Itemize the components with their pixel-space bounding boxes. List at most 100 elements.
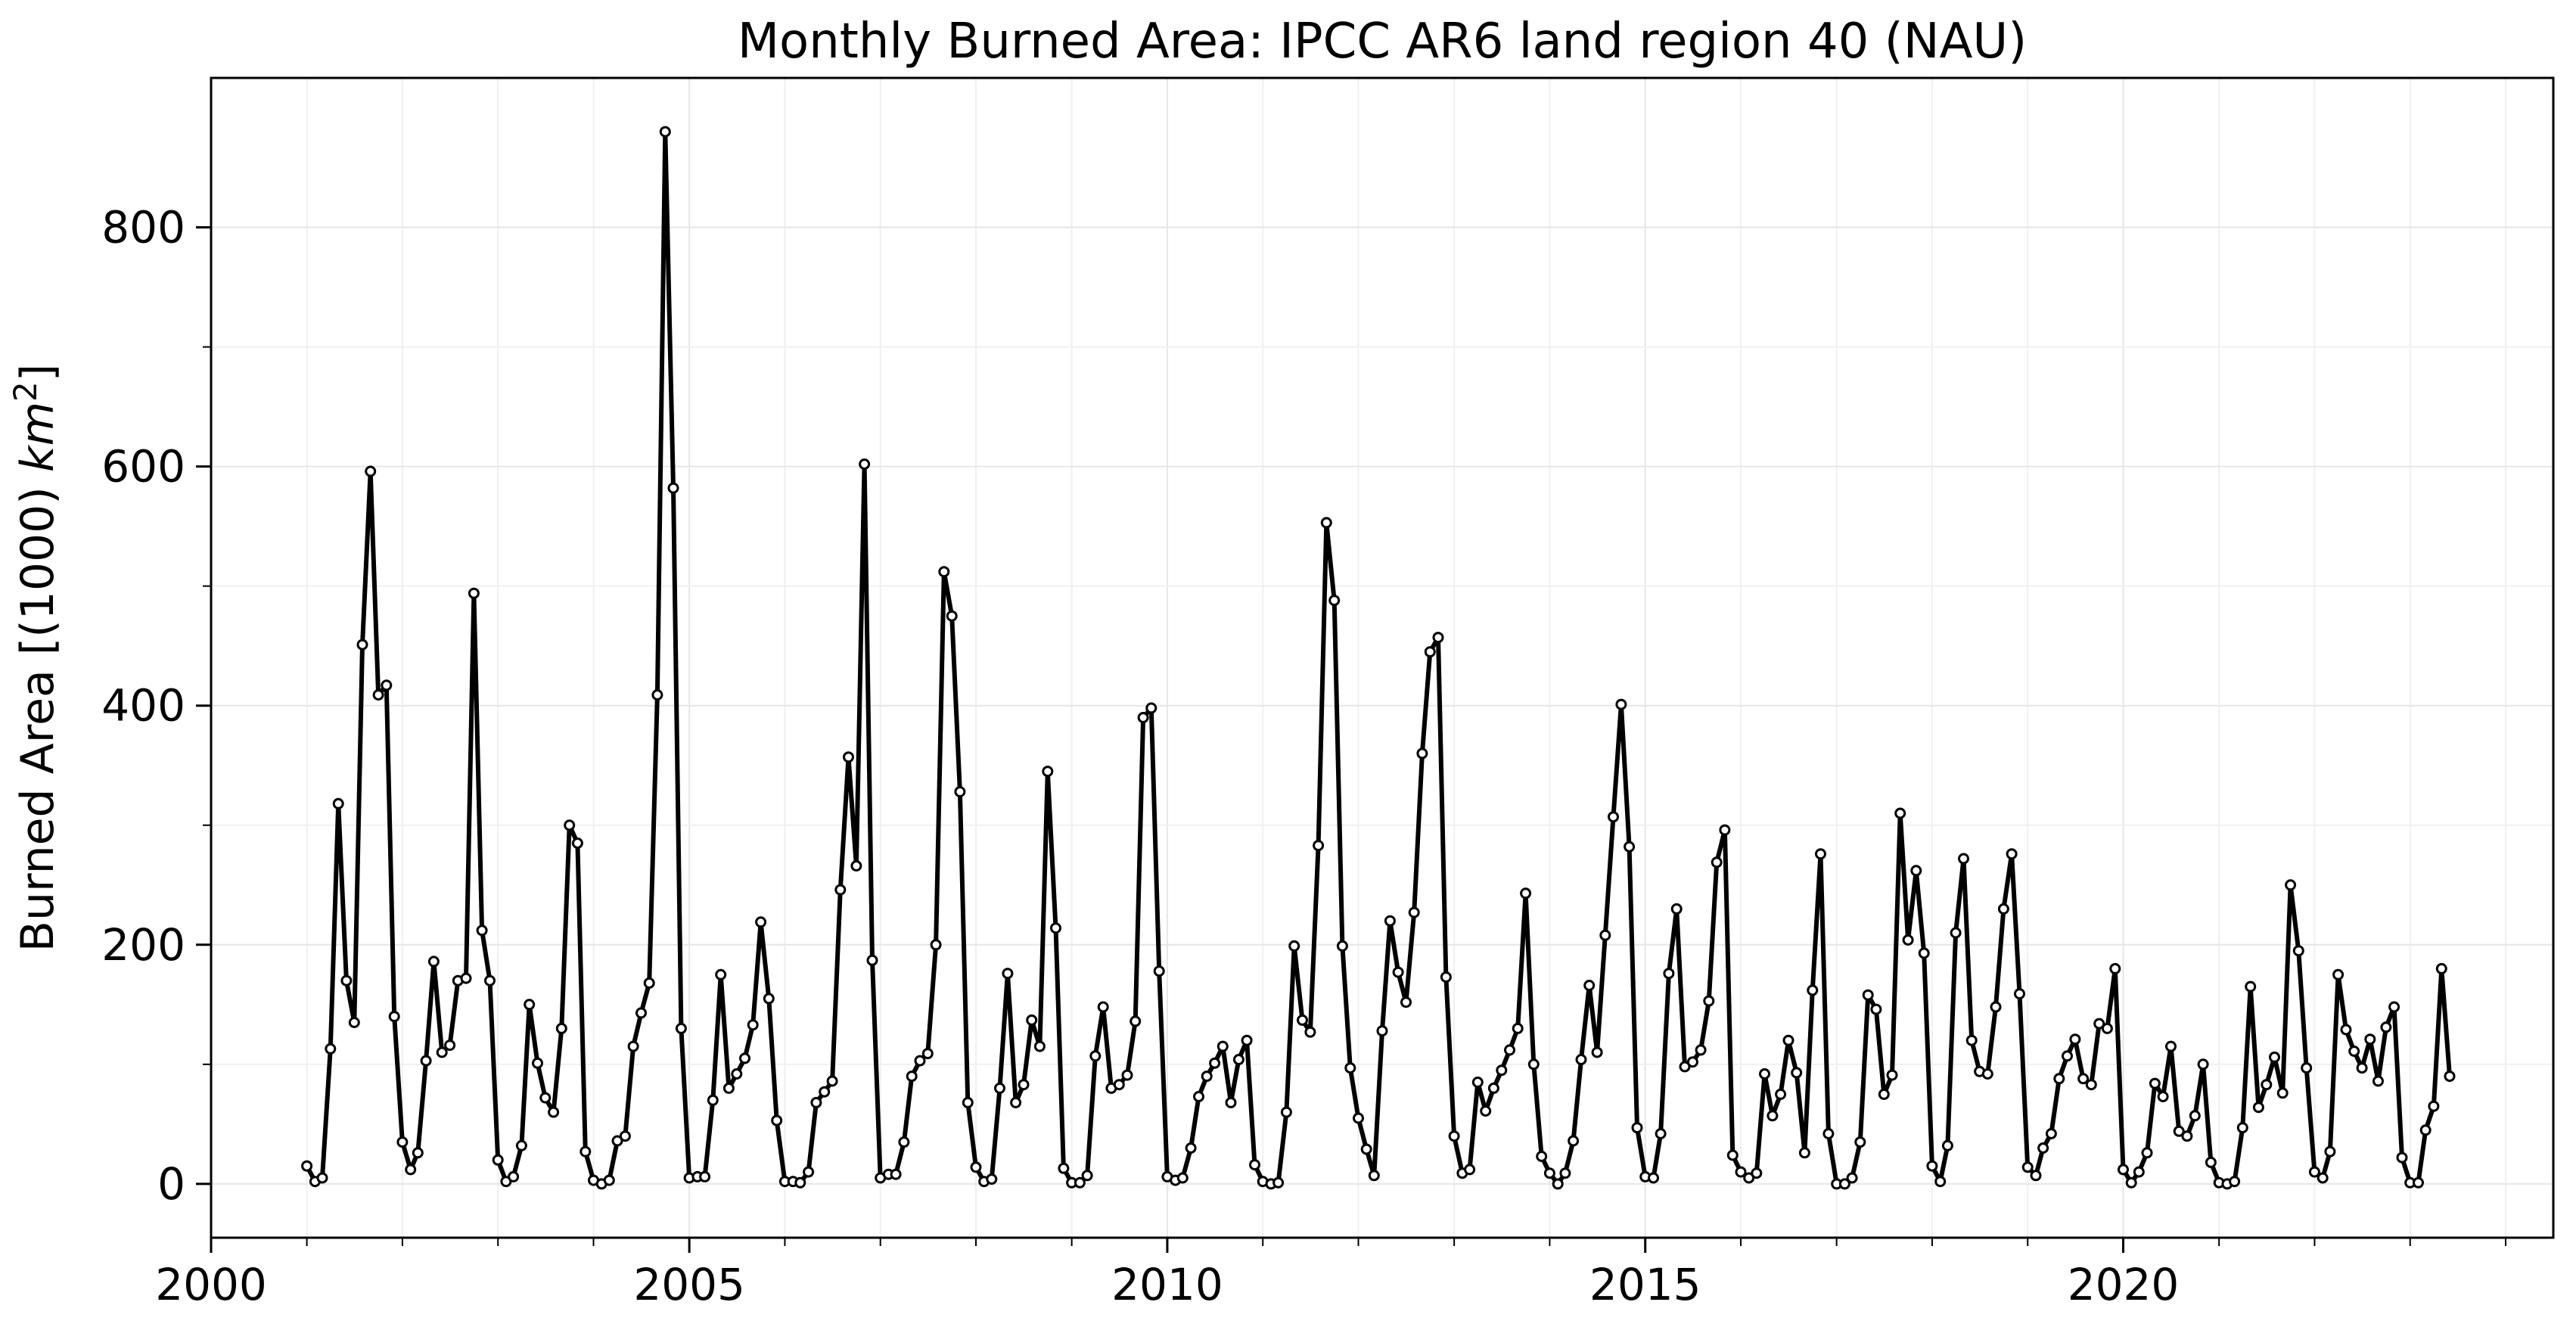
data-point bbox=[970, 1161, 982, 1173]
data-point bbox=[1591, 1046, 1603, 1058]
data-point bbox=[1663, 968, 1675, 980]
data-point bbox=[2356, 1062, 2368, 1074]
data-point bbox=[2093, 1018, 2105, 1030]
data-point bbox=[1384, 915, 1396, 927]
data-point bbox=[1648, 1172, 1659, 1184]
data-point bbox=[1018, 1079, 1030, 1091]
x-tick-label: 2005 bbox=[633, 1259, 745, 1310]
data-point bbox=[1241, 1034, 1253, 1046]
data-point bbox=[515, 1139, 527, 1151]
data-point bbox=[1886, 1069, 1898, 1081]
data-point bbox=[2229, 1176, 2241, 1188]
data-point bbox=[954, 786, 966, 797]
data-point bbox=[2285, 879, 2297, 891]
y-tick-label: 800 bbox=[101, 202, 185, 253]
data-point bbox=[819, 1086, 831, 1098]
data-point bbox=[1353, 1112, 1364, 1124]
data-point bbox=[826, 1075, 838, 1087]
data-point bbox=[1376, 1025, 1388, 1037]
data-point bbox=[2324, 1145, 2336, 1158]
data-point bbox=[834, 884, 847, 896]
data-point bbox=[1153, 965, 1165, 977]
data-point bbox=[2030, 1170, 2042, 1182]
data-point bbox=[1058, 1162, 1070, 1174]
data-point bbox=[1074, 1176, 1086, 1189]
data-point bbox=[1838, 1178, 1850, 1190]
data-point bbox=[619, 1130, 631, 1142]
plot-area-frame bbox=[210, 76, 2555, 1239]
data-point bbox=[444, 1039, 456, 1052]
data-point bbox=[635, 1007, 647, 1019]
data-point bbox=[1894, 807, 1906, 819]
data-point bbox=[763, 993, 775, 1005]
data-point bbox=[2037, 1142, 2049, 1154]
data-point bbox=[1042, 766, 1054, 778]
data-point bbox=[2197, 1058, 2209, 1071]
data-point bbox=[1655, 1128, 1667, 1139]
data-point bbox=[340, 974, 353, 987]
data-point bbox=[1217, 1040, 1229, 1052]
data-point bbox=[2428, 1100, 2440, 1112]
data-point bbox=[1703, 995, 1715, 1007]
data-point bbox=[1782, 1034, 1794, 1046]
x-tick-label: 2000 bbox=[155, 1259, 267, 1310]
data-point bbox=[1543, 1167, 1555, 1179]
data-point bbox=[2021, 1161, 2034, 1173]
data-point bbox=[492, 1154, 504, 1166]
data-point bbox=[476, 924, 488, 937]
data-point bbox=[651, 689, 663, 701]
data-point bbox=[643, 977, 655, 989]
data-point bbox=[580, 1145, 592, 1158]
data-point bbox=[859, 458, 871, 470]
data-point bbox=[2252, 1102, 2264, 1114]
data-point bbox=[1751, 1167, 1763, 1179]
y-tick-label: 200 bbox=[101, 919, 185, 971]
data-point bbox=[2332, 968, 2345, 980]
data-point bbox=[1424, 646, 1436, 658]
data-point bbox=[396, 1136, 409, 1148]
data-point bbox=[1448, 1130, 1460, 1142]
data-point bbox=[1719, 824, 1731, 836]
data-point bbox=[1081, 1170, 1093, 1182]
data-point bbox=[1990, 1001, 2002, 1013]
data-point bbox=[1392, 966, 1404, 978]
data-point bbox=[1878, 1088, 1890, 1100]
data-point bbox=[508, 1170, 520, 1182]
data-point bbox=[707, 1094, 719, 1106]
y-axis-label-prefix: Burned Area [(1000) bbox=[11, 472, 64, 952]
data-point bbox=[1918, 947, 1930, 959]
y-tick-label: 0 bbox=[157, 1158, 185, 1210]
data-point bbox=[2173, 1125, 2185, 1137]
data-point bbox=[1759, 1068, 1770, 1080]
data-point bbox=[1520, 887, 1532, 900]
series-line bbox=[304, 129, 2452, 1186]
data-point bbox=[1320, 517, 1332, 529]
data-point bbox=[1097, 1001, 1109, 1013]
data-point bbox=[388, 1011, 400, 1023]
data-point bbox=[1368, 1170, 1380, 1182]
data-point bbox=[1631, 1122, 1643, 1134]
data-point bbox=[1487, 1082, 1499, 1094]
data-point bbox=[715, 968, 727, 980]
data-point bbox=[1249, 1159, 1260, 1171]
data-point bbox=[1185, 1142, 1197, 1154]
data-point bbox=[2364, 1033, 2376, 1046]
data-point bbox=[1344, 1062, 1356, 1074]
data-point bbox=[962, 1096, 974, 1108]
data-point bbox=[2435, 962, 2447, 974]
data-point bbox=[747, 1019, 759, 1031]
data-point bbox=[1615, 698, 1627, 710]
data-point bbox=[659, 126, 671, 138]
data-point bbox=[301, 1160, 313, 1172]
data-point bbox=[611, 1135, 623, 1147]
x-tick-label: 2015 bbox=[1589, 1259, 1701, 1310]
x-tick-label: 2020 bbox=[2068, 1259, 2180, 1310]
data-point bbox=[755, 916, 767, 928]
data-point bbox=[1280, 1106, 1292, 1118]
data-point bbox=[699, 1170, 711, 1182]
data-point bbox=[2380, 1021, 2392, 1033]
tick-layer: 2000 2005 2010 2015 2020 0 200 400 600 800 bbox=[101, 202, 2507, 1310]
data-point bbox=[1225, 1096, 1237, 1108]
data-point bbox=[2149, 1077, 2161, 1089]
